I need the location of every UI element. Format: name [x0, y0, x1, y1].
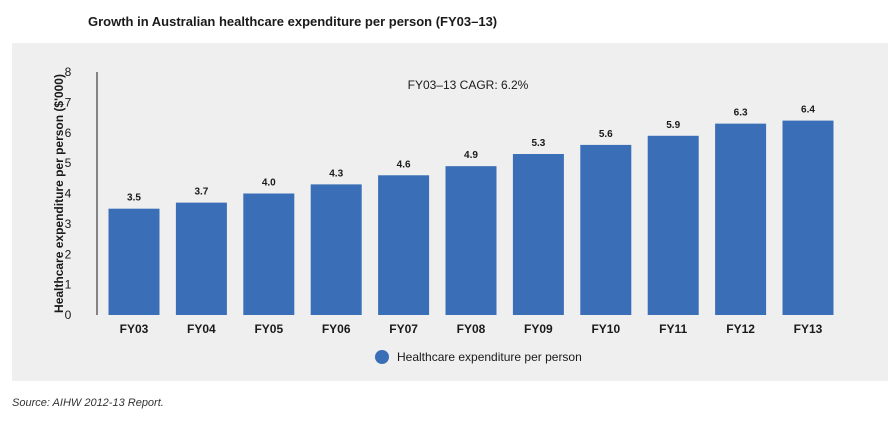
cagr-annotation: FY03–13 CAGR: 6.2% — [408, 78, 529, 92]
bar-value-label: 5.9 — [666, 120, 680, 131]
bar-chart: Healthcare expenditure per person ($'000… — [52, 65, 834, 364]
bar-value-label: 3.7 — [194, 187, 208, 198]
bar-value-label: 5.3 — [531, 138, 545, 149]
bar — [715, 123, 767, 315]
legend-marker — [375, 350, 389, 364]
x-tick-label: FY08 — [457, 322, 486, 336]
bar — [445, 166, 497, 315]
bar — [647, 135, 699, 315]
bar-value-label: 6.4 — [801, 105, 815, 116]
bar — [310, 184, 362, 315]
y-tick-label: 7 — [65, 95, 72, 109]
x-tick-label: FY09 — [524, 322, 553, 336]
y-tick-label: 0 — [65, 308, 72, 322]
y-tick-label: 2 — [65, 247, 72, 261]
x-tick-label: FY12 — [726, 322, 755, 336]
bar-value-label: 5.6 — [599, 129, 613, 140]
bar-value-label: 4.0 — [262, 178, 276, 189]
x-tick-label: FY11 — [659, 322, 687, 336]
bar — [175, 202, 227, 315]
bar — [782, 120, 834, 315]
bar-value-label: 4.6 — [397, 159, 411, 170]
chart-title: Growth in Australian healthcare expendit… — [88, 14, 498, 29]
bar-value-label: 6.3 — [734, 108, 748, 119]
x-tick-label: FY05 — [254, 322, 283, 336]
legend-label: Healthcare expenditure per person — [397, 350, 582, 364]
bar-value-label: 4.3 — [329, 168, 343, 179]
x-tick-label: FY10 — [591, 322, 620, 336]
x-tick-label: FY06 — [322, 322, 351, 336]
bar — [243, 193, 295, 315]
x-tick-label: FY03 — [120, 322, 149, 336]
bar — [108, 208, 160, 315]
chart-panel: Healthcare expenditure per person ($'000… — [12, 43, 888, 381]
y-tick-label: 3 — [65, 217, 72, 231]
source-note: Source: AIHW 2012-13 Report. — [12, 397, 164, 409]
x-tick-label: FY07 — [389, 322, 418, 336]
y-tick-label: 5 — [65, 156, 72, 170]
y-axis-label: Healthcare expenditure per person ($'000… — [52, 74, 66, 313]
x-tick-label: FY13 — [794, 322, 823, 336]
y-tick-label: 1 — [65, 278, 72, 292]
bar — [378, 175, 430, 315]
bar-value-label: 4.9 — [464, 150, 478, 161]
bar — [580, 144, 632, 315]
bar — [512, 154, 564, 315]
y-tick-label: 8 — [65, 65, 72, 79]
bar-value-label: 3.5 — [127, 193, 141, 204]
y-tick-label: 6 — [65, 126, 72, 140]
x-tick-label: FY04 — [187, 322, 216, 336]
y-tick-label: 4 — [65, 187, 72, 201]
